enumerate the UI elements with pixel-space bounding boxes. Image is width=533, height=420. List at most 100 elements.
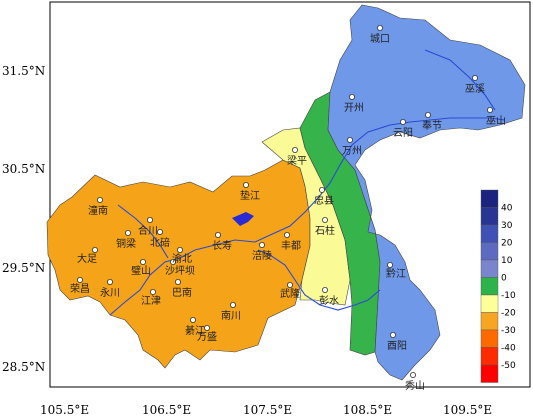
- blue-region: [327, 4, 526, 381]
- city-dot: [214, 231, 221, 238]
- lon-label-109-5: 109.5°E: [443, 403, 492, 417]
- legend-swatch: [480, 277, 499, 296]
- city-dot: [174, 278, 181, 285]
- city-marker: 巴南: [172, 278, 192, 299]
- city-dot: [389, 331, 396, 338]
- city-marker: 酉阳: [387, 331, 407, 352]
- city-dot: [348, 94, 355, 101]
- lat-label-31-5: 31.5°N: [2, 64, 45, 78]
- color-legend: 40 30 20 10 0 -10 -20 -30 -40 -50: [480, 189, 516, 383]
- city-label: 合川: [138, 224, 158, 237]
- city-dot: [321, 216, 328, 223]
- city-label: 武隆: [280, 287, 300, 300]
- city-marker: 荣昌: [70, 276, 90, 295]
- city-label: 万盛: [197, 330, 217, 343]
- city-dot: [77, 276, 84, 283]
- city-marker: 秀山: [405, 371, 425, 392]
- legend-tick-label: 20: [501, 239, 513, 249]
- legend-tick-label: -50: [501, 361, 516, 371]
- city-dot: [107, 278, 114, 285]
- city-dot: [189, 316, 196, 323]
- city-marker: 梁平: [287, 146, 307, 167]
- legend-swatch: [480, 347, 499, 366]
- city-label: 璧山: [131, 264, 151, 277]
- longitude-labels: 105.5°E 106.5°E 107.5°E 108.5°E 109.5°E: [40, 403, 492, 417]
- city-dot: [424, 112, 431, 119]
- city-marker: 綦江: [185, 316, 205, 337]
- colored-regions: [46, 4, 526, 381]
- city-marker: 武隆: [280, 281, 300, 300]
- city-marker: 合川: [138, 216, 158, 237]
- city-dot: [321, 286, 328, 293]
- city-label: 永川: [100, 286, 120, 299]
- lat-label-29-5: 29.5°N: [2, 261, 45, 275]
- city-label: 潼南: [88, 204, 108, 217]
- city-label: 云阳: [393, 127, 413, 139]
- city-dot: [376, 24, 383, 31]
- rivers: [109, 49, 506, 316]
- legend-tick-label: -10: [501, 291, 516, 301]
- city-marker: 北碚: [150, 228, 170, 249]
- city-dot: [486, 107, 493, 114]
- city-label: 酉阳: [387, 340, 407, 352]
- legend-swatch: [480, 259, 499, 278]
- legend-tick-label: -20: [501, 309, 516, 319]
- city-dot: [291, 146, 298, 153]
- city-dot: [409, 371, 416, 378]
- city-marker: 忠县: [314, 186, 334, 207]
- city-marker: 开州: [344, 94, 364, 114]
- city-dot: [139, 258, 146, 265]
- city-dot: [386, 261, 393, 268]
- city-label: 巫溪: [465, 83, 485, 95]
- wu-river: [257, 249, 381, 311]
- city-label: 忠县: [314, 195, 334, 207]
- city-marker: 潼南: [88, 196, 108, 217]
- city-dot: [229, 301, 236, 308]
- city-dot: [146, 216, 153, 223]
- city-label: 巴南: [172, 286, 192, 299]
- city-label: 渝北: [172, 252, 192, 265]
- city-marker: 城口: [370, 24, 390, 45]
- city-label: 奉节: [422, 119, 442, 132]
- city-marker: 永川: [100, 278, 120, 299]
- city-label: 南川: [221, 309, 241, 322]
- city-marker: 万盛: [197, 324, 217, 343]
- legend-tick-label: -30: [501, 326, 516, 336]
- city-dot: [156, 228, 163, 235]
- legend-tick-label: 0: [501, 274, 507, 284]
- city-marker: 铜梁: [116, 229, 136, 250]
- yangtze-river: [109, 117, 506, 316]
- legend-tick-label: 30: [501, 221, 513, 231]
- lat-label-28-5: 28.5°N: [2, 360, 45, 374]
- city-label: 垫江: [240, 189, 260, 202]
- daning-river: [424, 49, 496, 111]
- city-marker: 璧山: [131, 258, 151, 277]
- city-dot: [242, 181, 249, 188]
- city-marker: 云阳: [393, 119, 413, 139]
- city-label: 巫山: [486, 115, 506, 127]
- city-marker: 石柱: [315, 216, 335, 237]
- lon-label-106-5: 106.5°E: [142, 403, 191, 417]
- reservoir: [232, 212, 254, 226]
- city-dot: [258, 241, 265, 248]
- city-marker: 奉节: [422, 112, 442, 132]
- legend-swatch: [480, 224, 499, 243]
- city-label: 涪陵: [252, 249, 272, 262]
- city-label: 石柱: [315, 224, 335, 237]
- orange-region: [46, 159, 311, 369]
- city-marker: 涪陵: [252, 241, 272, 262]
- city-label: 城口: [370, 33, 390, 45]
- city-marker: 江津: [141, 288, 161, 307]
- lon-label-108-5: 108.5°E: [343, 403, 392, 417]
- city-label: 开州: [344, 102, 364, 114]
- city-label: 梁平: [287, 154, 307, 167]
- city-dot: [399, 119, 406, 126]
- city-label: 江津: [141, 295, 161, 307]
- city-label: 綦江: [185, 324, 205, 337]
- city-dot: [471, 75, 478, 82]
- city-label: 北碚: [150, 236, 170, 249]
- city-dot: [97, 196, 104, 203]
- legend-swatch: [480, 329, 499, 348]
